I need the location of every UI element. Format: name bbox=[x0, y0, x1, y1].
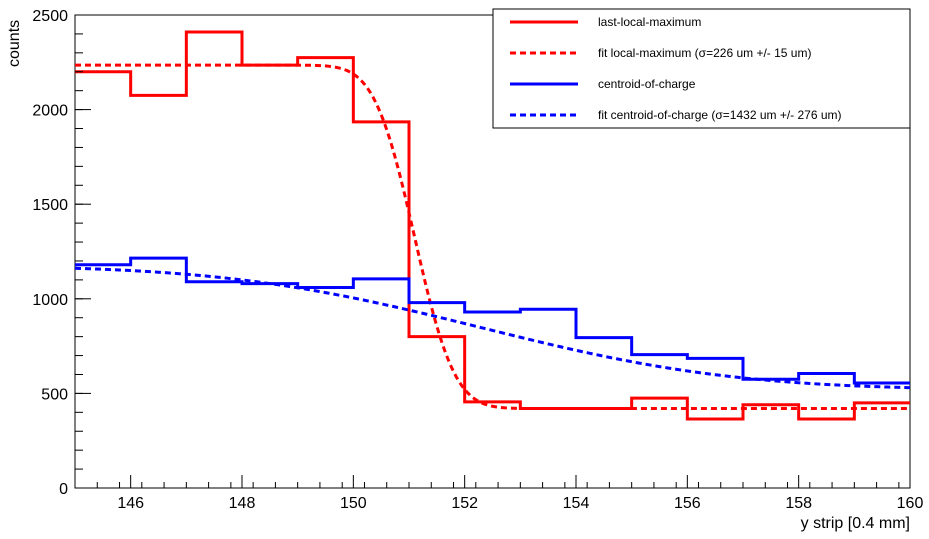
fit-local-maximum-curve bbox=[75, 63, 910, 411]
x-tick-label: 154 bbox=[563, 495, 590, 512]
fit-centroid-of-charge-curve bbox=[74, 266, 911, 390]
legend-label-last-local-maximum: last-local-maximum bbox=[598, 15, 701, 29]
y-tick-label: 2000 bbox=[32, 103, 68, 120]
y-tick-label: 500 bbox=[41, 386, 68, 403]
x-tick-label: 146 bbox=[117, 495, 144, 512]
y-tick-label: 0 bbox=[59, 481, 68, 498]
x-tick-label: 150 bbox=[340, 495, 367, 512]
legend-box bbox=[492, 8, 911, 129]
legend-label-fit-centroid-of-charge: fit centroid-of-charge (σ=1432 um +/- 27… bbox=[598, 108, 842, 122]
legend-label-fit-local-maximum: fit local-maximum (σ=226 um +/- 15 um) bbox=[598, 46, 811, 60]
y-tick-label: 1500 bbox=[32, 197, 68, 214]
x-tick-label: 158 bbox=[785, 495, 812, 512]
x-tick-label: 160 bbox=[897, 495, 924, 512]
last-local-maximum-histogram-line bbox=[75, 30, 910, 421]
x-tick-label: 152 bbox=[451, 495, 478, 512]
x-tick-label: 148 bbox=[229, 495, 256, 512]
y-tick-label: 2500 bbox=[32, 8, 68, 25]
y-axis-title: counts bbox=[6, 20, 23, 67]
x-axis-title: y strip [0.4 mm] bbox=[801, 515, 910, 532]
x-tick-label: 156 bbox=[674, 495, 701, 512]
y-tick-label: 1000 bbox=[32, 292, 68, 309]
axes: 146 148 150 152 154 156 158 160 0 500 1000 1500 2000… bbox=[32, 8, 923, 512]
centroid-of-charge-histogram-line bbox=[75, 256, 910, 385]
legend: last-local-maximum fit local-maximum (σ=… bbox=[492, 8, 911, 129]
legend-label-centroid-of-charge: centroid-of-charge bbox=[598, 77, 696, 91]
data-layer bbox=[74, 30, 911, 421]
